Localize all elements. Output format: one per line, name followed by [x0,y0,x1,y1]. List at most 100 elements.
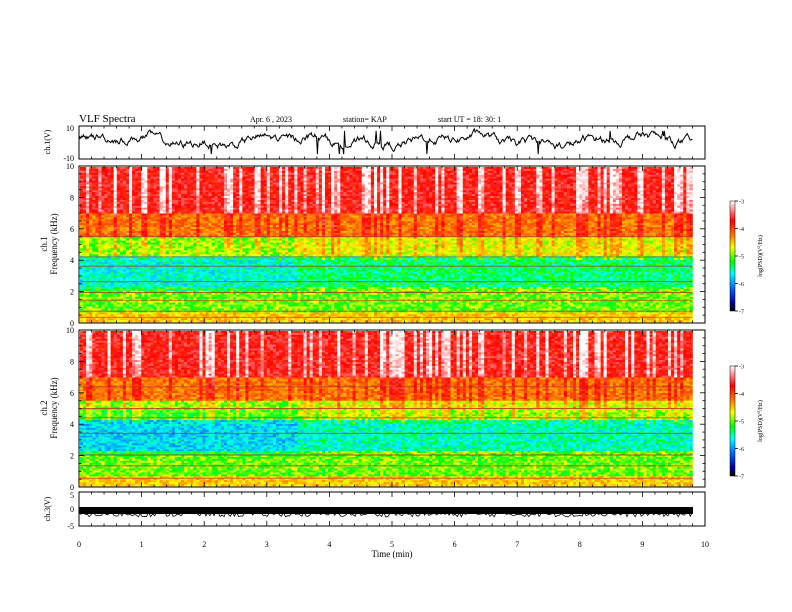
spectrogram-cell [105,219,108,221]
spectrogram-cell [111,214,114,216]
spectrogram-cell [101,171,104,173]
spectrogram-cell [101,262,104,264]
spectrogram-cell [105,177,108,179]
spectrogram-cell [132,200,135,202]
spectrogram-cell [92,169,95,171]
spectrogram-cell [98,295,101,297]
spectrogram-cell [117,190,120,192]
spectrogram-cell [114,190,117,192]
spectrogram-cell [80,169,83,171]
spectrogram-cell [111,171,114,173]
spectrogram-cell [105,258,108,260]
spectrogram-cell [98,246,101,248]
spectrogram-cell [80,318,83,320]
spectrogram-cell [89,295,92,297]
spectrogram-cell [117,260,120,262]
spectrogram-cell [98,190,101,192]
spectrogram-cell [111,229,114,231]
spectrogram-cell [83,262,86,264]
spectrogram-cell [83,293,86,295]
spectrogram-cell [80,183,83,185]
spectrogram-cell [86,252,89,254]
spectrogram-cell [83,297,86,299]
spectrogram-cell [101,179,104,181]
spectrogram-cell [86,167,89,169]
spectrogram-cell [114,169,117,171]
spectrogram-cell [89,198,92,200]
spectrogram-cell [129,252,132,254]
spectrogram-cell [111,202,114,204]
spectrogram-cell [108,202,111,204]
spectrogram-cell [95,245,98,247]
spectrogram-cell [86,314,89,316]
spectrogram-cell [126,227,129,229]
spectrogram-cell [95,297,98,299]
spectrogram-cell [126,186,129,188]
spectrogram-cell [86,179,89,181]
spectrogram-cell [80,231,83,233]
spectrogram-cell [98,202,101,204]
spectrogram-cell [83,177,86,179]
spectrogram-cell [126,233,129,235]
spectrogram-cell [117,233,120,235]
spectrogram-cell [83,219,86,221]
spectrogram-cell [114,188,117,190]
spectrogram-cell [111,276,114,278]
spectrogram-cell [120,215,123,217]
spectrogram-cell [129,175,132,177]
spectrogram-cell [105,287,108,289]
spectrogram-cell [98,194,101,196]
spectrogram-cell [95,175,98,177]
spectrogram-cell [123,183,126,185]
spectrogram-cell [101,223,104,225]
spectrogram-cell [92,258,95,260]
spectrogram-cell [105,184,108,186]
spectrogram-cell [117,320,120,322]
spectrogram-cell [117,246,120,248]
spectrogram-cell [92,206,95,208]
spectrogram-cell [126,219,129,221]
spectrogram-cell [126,293,129,295]
spectrogram-cell [105,223,108,225]
spectrogram-cell [98,272,101,274]
spectrogram-cell [92,192,95,194]
spectrogram-cell [114,210,117,212]
spectrogram-cell [111,307,114,309]
spectrogram-cell [89,204,92,206]
spectrogram-cell [117,210,120,212]
spectrogram-cell [129,167,132,169]
spectrogram-cell [111,198,114,200]
spectrogram-cell [86,186,89,188]
spectrogram-cell [98,221,101,223]
spectrogram-cell [114,204,117,206]
spectrogram-cell [120,177,123,179]
spectrogram-cell [129,196,132,198]
spectrogram-cell [126,262,129,264]
spectrogram-cell [111,223,114,225]
ch1-spectrogram-panel: 0246810 ch.1 Frequency (kHz) [39,162,705,328]
spectrogram-cell [83,305,86,307]
spectrogram-cell [86,258,89,260]
spectrogram-cell [86,276,89,278]
spectrogram-cell [92,254,95,256]
spectrogram-cell [117,239,120,241]
spectrogram-cell [80,194,83,196]
spectrogram-cell [120,229,123,231]
spectrogram-cell [98,215,101,217]
spectrogram-cell [114,258,117,260]
spectrogram-cell [120,289,123,291]
spectrogram-cell [83,277,86,279]
spectrogram-cell [114,303,117,305]
spectrogram-cell [92,179,95,181]
spectrogram-cell [80,208,83,210]
spectrogram-cell [114,192,117,194]
spectrogram-cell [126,270,129,272]
spectrogram-cell [108,175,111,177]
spectrogram-cell [95,276,98,278]
spectrogram-cell [101,210,104,212]
spectrogram-cell [123,231,126,233]
spectrogram-cell [117,274,120,276]
spectrogram-cell [95,214,98,216]
spectrogram-cell [89,223,92,225]
spectrogram-cell [123,277,126,279]
